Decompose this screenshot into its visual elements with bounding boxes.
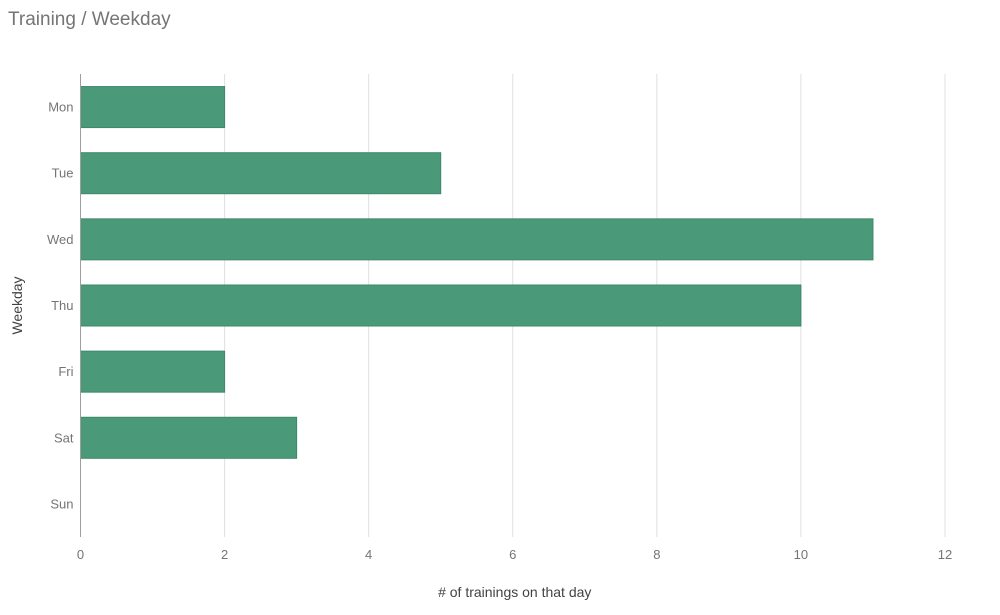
bar-thu: [80, 284, 802, 327]
bar-tue: [80, 152, 442, 195]
bar-sat: [80, 416, 298, 459]
bar-mon: [80, 86, 226, 129]
bar-fri: [80, 350, 226, 393]
x-tick-label: 2: [221, 547, 228, 562]
y-tick-label: Thu: [51, 298, 73, 313]
y-axis-label: Weekday: [9, 276, 25, 334]
x-tick-label: 4: [365, 547, 372, 562]
chart-title: Training / Weekday: [8, 9, 171, 30]
y-tick-label: Fri: [58, 364, 73, 379]
x-tick-label: 6: [509, 547, 516, 562]
x-axis-label: # of trainings on that day: [438, 584, 591, 600]
x-tick-label: 0: [77, 547, 84, 562]
x-tick-label: 12: [938, 547, 952, 562]
y-tick-label: Tue: [52, 166, 74, 181]
y-tick-label: Wed: [47, 232, 74, 247]
y-tick-label: Sat: [54, 430, 74, 445]
y-tick-label: Mon: [48, 100, 73, 115]
x-tick-label: 8: [653, 547, 660, 562]
bar-wed: [80, 218, 874, 261]
x-tick-label: 10: [794, 547, 808, 562]
y-tick-labels: Mon Tue Wed Thu Fri Sat Sun: [47, 100, 74, 512]
x-tick-labels: 0 2 4 6 8 10 12: [77, 547, 952, 562]
y-tick-label: Sun: [50, 496, 73, 511]
bars: [80, 86, 874, 459]
